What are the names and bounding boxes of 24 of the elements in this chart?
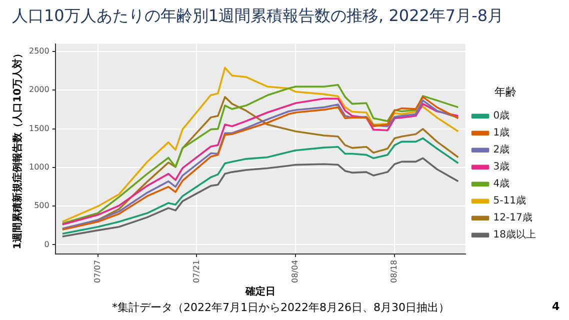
x-axis-title: 確定日 <box>244 286 276 298</box>
y-tick-label: 500 <box>34 201 50 210</box>
x-tick-label: 08/04 <box>290 260 300 284</box>
legend-label: 0歳 <box>493 110 510 122</box>
legend-label: 3歳 <box>493 160 510 173</box>
legend-label: 12-17歳 <box>493 212 532 224</box>
y-tick-label: 2000 <box>29 85 50 94</box>
legend-label: 4歳 <box>493 178 510 190</box>
text: *集計データ（2022年7月1日から2022年8月26日、8月30日抽出） <box>112 300 450 315</box>
legend-label: 18歳以上 <box>493 228 536 241</box>
x-tick-label: 07/21 <box>192 260 201 284</box>
legend-label: 5-11歳 <box>493 194 526 207</box>
legend-label: 1歳 <box>493 126 510 139</box>
legend-title: 年齢 <box>494 85 517 98</box>
x-tick-label: 07/07 <box>92 260 102 284</box>
y-tick-label: 0 <box>44 240 50 249</box>
text: 4 <box>552 300 560 313</box>
y-axis-title: 1週間累積新規症例報告数（人口10万人対） <box>12 48 24 250</box>
chart-title: 人口10万人あたりの年齢別1週間累積報告数の推移, 2022年7月-8月 <box>12 6 504 27</box>
legend-label: 2歳 <box>493 144 510 156</box>
x-tick-label: 08/18 <box>390 260 399 284</box>
y-tick-label: 2500 <box>29 46 50 56</box>
y-tick-label: 1000 <box>29 162 50 172</box>
y-tick-label: 1500 <box>29 124 50 133</box>
